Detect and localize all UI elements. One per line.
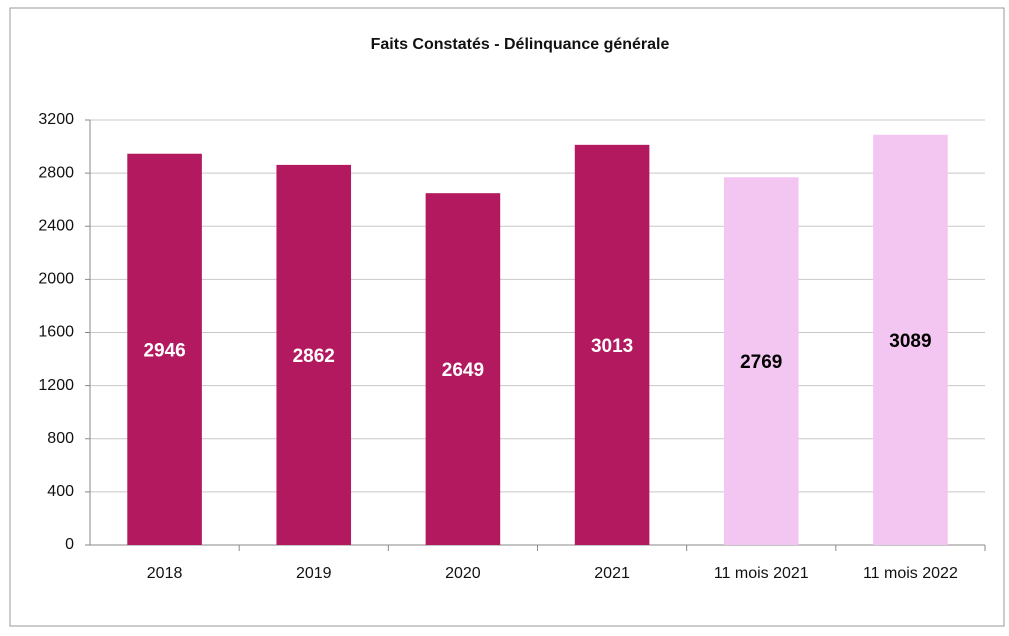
y-tick-label: 800 (47, 430, 74, 447)
data-label: 2946 (143, 340, 185, 361)
x-tick-label: 2018 (147, 565, 183, 582)
data-label: 2769 (740, 352, 782, 373)
bar (574, 144, 650, 545)
x-tick-label: 11 mois 2022 (863, 565, 958, 582)
y-tick-label: 2800 (38, 164, 74, 181)
bar (127, 153, 202, 545)
x-tick-label: 2021 (594, 565, 630, 582)
x-tick-label: 11 mois 2021 (714, 565, 809, 582)
y-tick-label: 2000 (38, 271, 74, 288)
y-tick-label: 1600 (38, 324, 74, 341)
bar (425, 193, 501, 545)
bar (873, 134, 948, 545)
y-tick-label: 400 (47, 483, 74, 500)
x-tick-label: 2020 (445, 565, 481, 582)
chart-title: Faits Constatés - Délinquance générale (371, 36, 670, 53)
data-label: 3013 (591, 336, 633, 357)
data-label: 2649 (442, 360, 484, 381)
bar (723, 177, 799, 545)
x-tick-label: 2019 (296, 565, 332, 582)
bar (276, 164, 352, 545)
y-tick-label: 3200 (38, 111, 74, 128)
y-tick-label: 1200 (38, 377, 74, 394)
y-tick-label: 0 (65, 536, 74, 553)
y-tick-label: 2400 (38, 217, 74, 234)
data-label: 2862 (293, 346, 335, 367)
data-label: 3089 (889, 331, 931, 352)
